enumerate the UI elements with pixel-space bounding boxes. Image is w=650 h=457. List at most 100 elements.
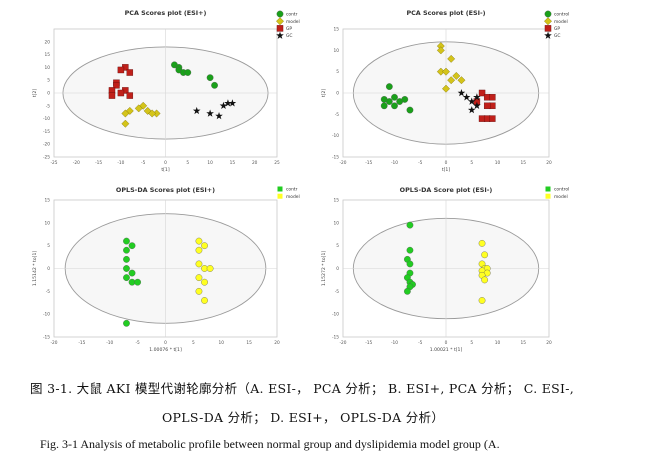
legend-label: model: [286, 194, 300, 200]
y-tick-label: -15: [332, 155, 339, 161]
y-tick-label: -10: [332, 133, 339, 139]
x-tick-label: -20: [339, 160, 346, 166]
chart-panel-2: PCA Scores plot (ESI-)-20 -15 -10 -5 0 5 10 15 2…: [321, 9, 569, 173]
x-tick-label: 5: [470, 340, 473, 346]
x-tick-label: 15: [521, 160, 527, 166]
data-point: [125, 106, 134, 115]
x-tick-label: 5: [186, 160, 189, 166]
data-point: [201, 242, 208, 250]
data-point: [478, 89, 486, 97]
data-point: [108, 92, 116, 99]
y-tick-label: -20: [43, 142, 50, 148]
data-point: [195, 246, 203, 254]
series-gp: [108, 64, 134, 99]
x-tick-label: 20: [252, 160, 258, 166]
x-tick-label: 0: [164, 340, 167, 346]
y-tick-label: -25: [43, 155, 50, 161]
data-point: [126, 69, 134, 76]
y-tick-label: 0: [47, 91, 50, 97]
legend-marker: [276, 25, 284, 32]
data-point: [447, 76, 456, 85]
y-tick-label: -15: [43, 129, 50, 135]
x-tick-label: 10: [495, 340, 501, 346]
data-point: [489, 115, 496, 122]
data-point: [452, 72, 461, 80]
x-tick-label: 10: [207, 160, 213, 166]
data-point: [457, 89, 466, 97]
legend-marker: [276, 10, 284, 18]
chart-panel-4: OPLS-DA Score plot (ESI-)-20 -15 -10 -5 0 5 10…: [321, 186, 569, 353]
x-tick-label: 15: [521, 340, 527, 346]
legend-label: GC: [554, 33, 560, 39]
legend-swatch: [277, 186, 283, 192]
x-tick-label: 15: [230, 160, 236, 166]
data-point: [391, 93, 398, 101]
data-point: [481, 251, 488, 259]
y-axis-label: t[2]: [32, 89, 38, 98]
data-point: [211, 81, 218, 89]
legend-label: control: [554, 12, 569, 18]
chart-title: PCA Scores plot (ESI-): [406, 9, 485, 17]
data-point: [481, 276, 488, 284]
data-point: [206, 109, 214, 117]
data-point: [123, 319, 130, 327]
series-model: [121, 101, 161, 128]
data-point: [195, 274, 203, 282]
legend-marker: [276, 31, 284, 39]
data-point: [473, 93, 481, 101]
figure-panels: PCA Scores plot (ESI+)-25 -20 -15 -10 -5 0 5 10…: [32, 9, 569, 353]
data-point: [457, 76, 466, 85]
data-point: [406, 246, 414, 254]
x-tick-label: 20: [274, 340, 280, 346]
data-point: [184, 69, 192, 76]
data-point: [385, 98, 393, 105]
legend-label: model: [554, 19, 568, 25]
data-point: [113, 82, 120, 89]
data-point: [483, 102, 491, 110]
y-axis-label: 1.15272 * to[1]: [321, 251, 327, 287]
y-tick-label: -5: [46, 103, 51, 109]
data-point: [123, 237, 130, 245]
legend-swatch: [545, 193, 551, 199]
data-point: [489, 94, 496, 101]
legend-label: model: [554, 194, 568, 200]
legend-label: contr: [286, 187, 298, 193]
y-tick-label: -10: [43, 116, 50, 122]
x-tick-label: -15: [78, 340, 85, 346]
data-point: [117, 89, 125, 97]
x-tick-label: -5: [135, 340, 140, 346]
data-point: [117, 66, 125, 74]
y-tick-label: -10: [43, 312, 50, 318]
data-point: [201, 278, 208, 286]
x-tick-label: -20: [339, 340, 346, 346]
y-tick-label: -5: [335, 112, 340, 118]
x-tick-label: -20: [50, 340, 57, 346]
data-point: [473, 101, 481, 110]
data-point: [406, 260, 414, 268]
x-tick-label: 20: [546, 340, 552, 346]
y-tick-label: 5: [47, 78, 50, 84]
chart-title: OPLS-DA Scores plot (ESI+): [116, 186, 215, 194]
data-point: [396, 98, 404, 105]
data-point: [380, 102, 388, 110]
data-point: [385, 83, 393, 90]
x-tick-label: -5: [418, 160, 423, 166]
chart-title: OPLS-DA Score plot (ESI-): [400, 186, 493, 194]
data-point: [467, 106, 476, 114]
caption-english: Fig. 3-1 Analysis of metabolic profile b…: [40, 437, 500, 451]
legend-marker: [544, 17, 552, 26]
data-point: [436, 46, 445, 55]
y-tick-label: -5: [335, 289, 340, 295]
data-point: [206, 265, 214, 272]
legend-label: model: [286, 19, 300, 25]
legend-label: control: [554, 187, 569, 193]
data-point: [478, 240, 486, 247]
caption-chinese-line-2: OPLS-DA 分析； D. ESI+， OPLS-DA 分析）: [162, 410, 445, 425]
data-point: [406, 106, 414, 114]
y-tick-label: 0: [336, 266, 339, 272]
x-tick-label: -20: [73, 160, 80, 166]
legend-marker: [544, 31, 552, 39]
data-point: [219, 101, 228, 110]
x-axis-label: 1.00076 * t[1]: [149, 347, 182, 353]
